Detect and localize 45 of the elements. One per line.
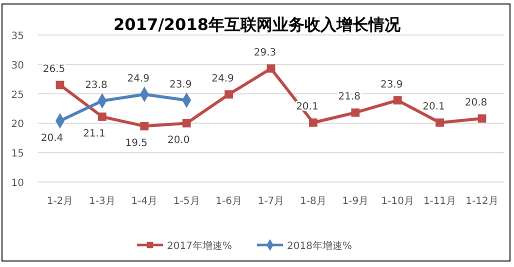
x-tick-label: 1-3月: [89, 196, 116, 207]
data-label: 20.8: [464, 97, 488, 108]
y-tick-label: 30: [11, 60, 24, 72]
point: [266, 64, 276, 73]
y-tick-label: 15: [11, 148, 24, 160]
point: [182, 119, 191, 128]
point: [478, 114, 486, 123]
data-label: 21.8: [338, 92, 361, 103]
x-tick-label: 1-5月: [173, 196, 200, 207]
x-tick-label: 1-8月: [300, 196, 326, 207]
data-label: 26.5: [42, 64, 66, 75]
data-label: 23.9: [169, 79, 192, 90]
y-tick-label: 25: [11, 90, 24, 101]
data-label: 24.9: [127, 73, 150, 84]
point: [98, 112, 106, 121]
point: [309, 118, 318, 127]
x-tick-label: 1-7月: [258, 196, 284, 207]
point: [140, 122, 149, 130]
x-tick-label: 1-9月: [342, 196, 369, 207]
data-label: 21.1: [83, 128, 106, 140]
x-tick-label: 1-4月: [131, 196, 158, 207]
data-label: 19.5: [125, 138, 148, 150]
chart-title: 2017/2018年互联网业务收入增长情况: [114, 15, 402, 34]
x-tick-label: 1-10月: [381, 196, 414, 207]
x-tick-label: 1-11月: [423, 196, 456, 207]
data-label: 20.0: [167, 135, 190, 146]
x-tick-label: 1-12月: [466, 196, 498, 207]
y-tick-label: 10: [11, 178, 24, 189]
point: [224, 90, 233, 99]
data-label: 29.3: [254, 48, 276, 59]
point: [56, 80, 64, 90]
x-tick-label: 1-2月: [46, 196, 74, 207]
point: [393, 96, 402, 104]
y-tick-label: 35: [11, 31, 24, 42]
data-label: 23.8: [85, 80, 108, 91]
data-label: 24.9: [212, 73, 234, 84]
point: [351, 108, 360, 117]
x-tick-label: 1-6月: [216, 196, 242, 207]
legend-label: 2018年增速%: [287, 240, 352, 252]
y-tick-label: 20: [11, 119, 24, 130]
point: [436, 118, 444, 127]
data-label: 20.4: [40, 132, 64, 144]
data-label: 23.9: [380, 79, 403, 90]
legend-label: 2017年增速%: [167, 240, 232, 252]
data-label: 20.1: [422, 102, 445, 113]
